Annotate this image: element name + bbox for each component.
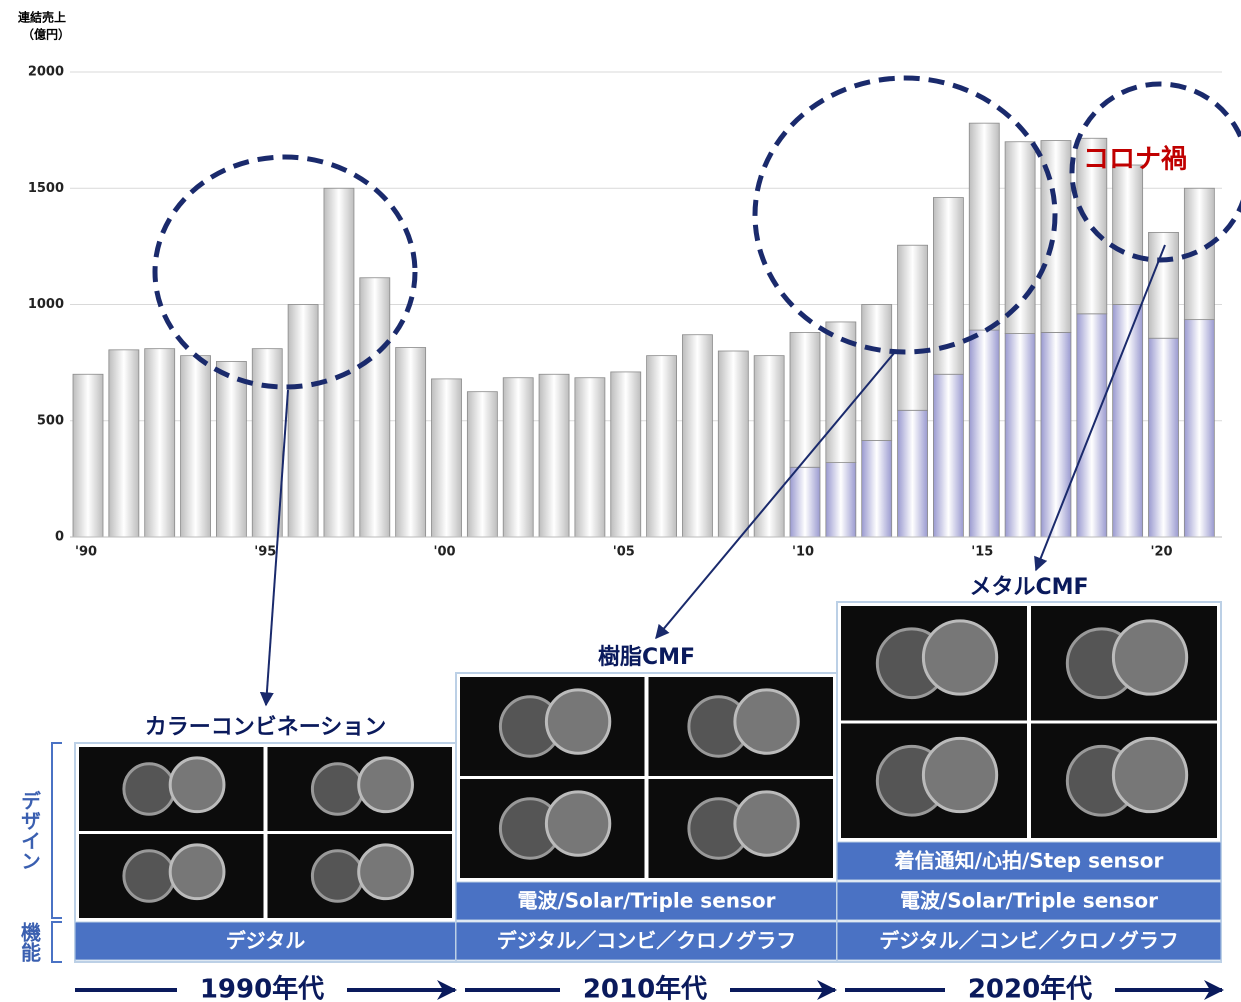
bar-segment: [969, 330, 999, 537]
photo-watch: [923, 621, 996, 694]
photo-watch: [359, 758, 413, 812]
y-tick-label: 1000: [28, 297, 64, 312]
photo-watch: [170, 845, 224, 899]
y-tick-label: 500: [37, 413, 64, 428]
panel-title: カラーコンビネーション: [145, 715, 387, 740]
timeline-label: 1990年代: [200, 974, 324, 1002]
feature-label: 電波/Solar/Triple sensor: [900, 889, 1158, 913]
bar-segment: [539, 374, 569, 537]
x-tick-label: '05: [613, 545, 635, 560]
annotation: コロナ禍: [1083, 145, 1187, 175]
x-tick-label: '20: [1151, 545, 1173, 560]
bar-segment: [647, 356, 677, 537]
row-label: 機能: [18, 922, 42, 962]
bar-segment: [181, 356, 211, 537]
photo-watch: [312, 764, 362, 814]
photo-watch: [124, 764, 174, 814]
photo-watch: [1113, 621, 1186, 694]
bar-segment: [1149, 338, 1179, 537]
bar-segment: [718, 351, 748, 537]
bar-segment: [1113, 165, 1143, 305]
bar-segment: [682, 335, 712, 537]
bar-segment: [288, 305, 318, 538]
row-label: デザイン: [18, 789, 42, 870]
bar-segment: [611, 372, 641, 537]
y-axis-label: 連結売上: [18, 10, 66, 25]
bar-segment: [826, 463, 856, 537]
bar-segment: [467, 392, 497, 537]
bar-segment: [432, 379, 462, 537]
bar-segment: [969, 123, 999, 330]
bar-segment: [216, 361, 246, 537]
bar-segment: [790, 467, 820, 537]
photo-watch: [735, 792, 798, 855]
bar-segment: [396, 348, 426, 537]
y-axis-label: （億円）: [22, 27, 70, 42]
bar-segment: [575, 378, 605, 537]
feature-label: 着信通知/心拍/Step sensor: [894, 849, 1164, 873]
photo-watch: [1113, 738, 1186, 811]
photo-watch: [170, 758, 224, 812]
x-tick-label: '10: [792, 545, 814, 560]
bar-segment: [898, 410, 928, 537]
photo-watch: [735, 690, 798, 753]
bar-segment: [360, 278, 390, 537]
chart: 0 500 1000 1500 2000 '90 '95 '00 '05 '10 '15 '20: [28, 65, 1222, 560]
photo-watch: [546, 792, 609, 855]
y-tick-label: 2000: [28, 65, 64, 80]
panel-title: 樹脂CMF: [598, 644, 695, 670]
bar-segment: [1005, 334, 1035, 537]
x-tick-label: '00: [434, 545, 456, 560]
row-bracket: [52, 743, 62, 918]
x-tick-label: '90: [75, 545, 97, 560]
y-tick-label: 1500: [28, 181, 64, 196]
feature-label: デジタル: [226, 929, 306, 953]
panel-title: メタルCMF: [969, 575, 1088, 600]
row-bracket: [52, 922, 62, 962]
timeline-label: 2020年代: [968, 974, 1092, 1002]
bar-segment: [898, 245, 928, 410]
page: 連結売上 （億円） 0 500 1000 1500 2000 '90 '95 '00 '05 '1…: [0, 0, 1241, 1002]
bar-segment: [73, 374, 103, 537]
feature-label: デジタル／コンビ／クロノグラフ: [497, 929, 797, 953]
feature-label: 電波/Solar/Triple sensor: [517, 889, 775, 913]
feature-label: デジタル／コンビ／クロノグラフ: [879, 929, 1179, 953]
bar-segment: [145, 349, 175, 537]
bar-segment: [252, 349, 282, 537]
timeline-label: 2010年代: [583, 974, 707, 1002]
bar-segment: [1184, 320, 1214, 537]
photo-watch: [546, 690, 609, 753]
photo-watch: [923, 738, 996, 811]
bar-segment: [1005, 142, 1035, 334]
bar-segment: [862, 441, 892, 537]
photo-watch: [359, 845, 413, 899]
bar-segment: [933, 374, 963, 537]
photo-watch: [312, 851, 362, 901]
photo-watch: [124, 851, 174, 901]
bar-segment: [1077, 314, 1107, 537]
y-tick-label: 0: [55, 530, 64, 545]
x-tick-label: '15: [971, 545, 993, 560]
bar-segment: [754, 356, 784, 537]
x-tick-label: '95: [254, 545, 276, 560]
bar-segment: [1041, 332, 1071, 537]
bar-segment: [109, 350, 139, 537]
bar-segment: [503, 378, 533, 537]
bar-segment: [324, 188, 354, 537]
